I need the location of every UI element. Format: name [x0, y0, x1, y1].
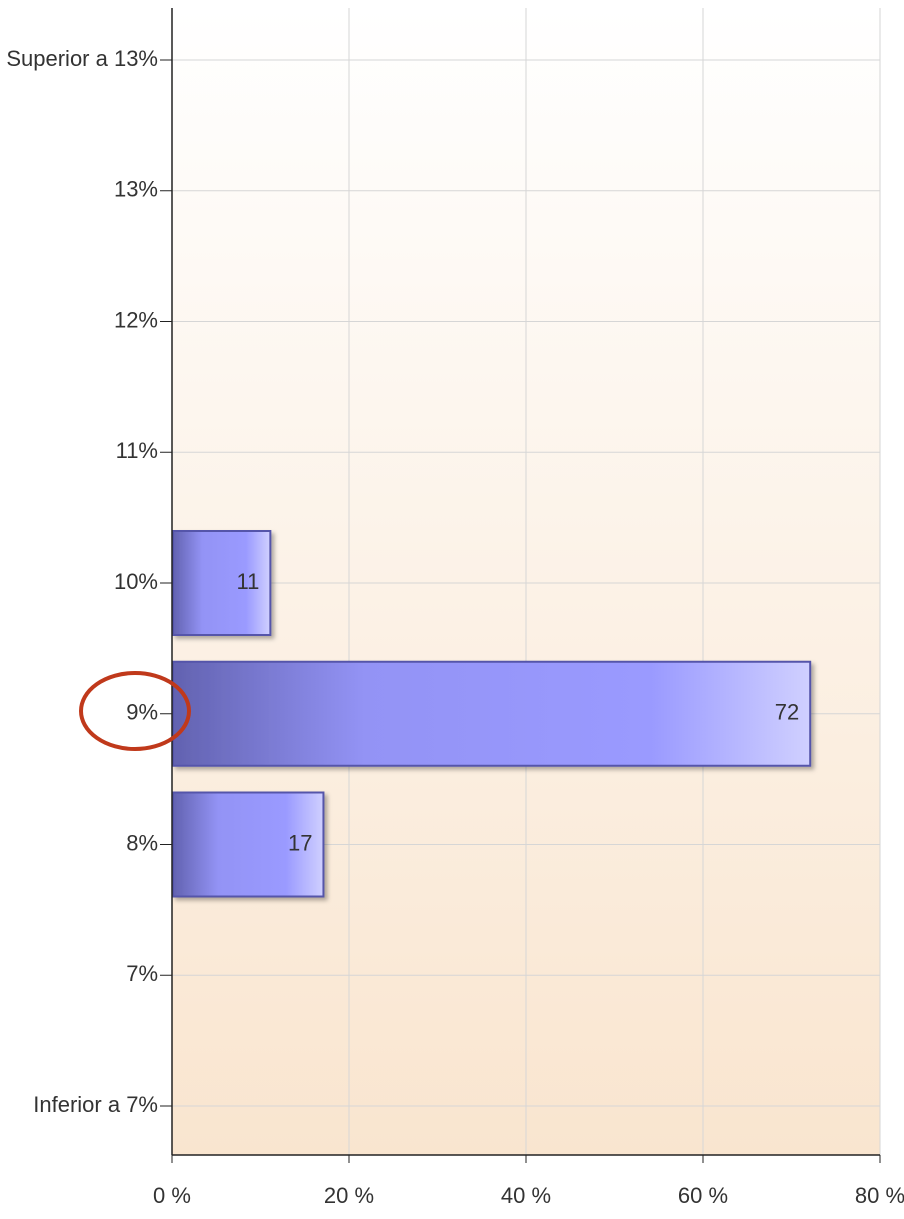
data-label: 72	[775, 700, 799, 725]
x-tick-label: 40 %	[501, 1183, 551, 1208]
y-tick-label: 13%	[114, 177, 158, 202]
bar	[172, 791, 325, 898]
data-label: 17	[288, 830, 312, 855]
data-label: 11	[237, 569, 260, 594]
bar	[172, 530, 272, 636]
x-tick-label: 20 %	[324, 1183, 374, 1208]
bar	[172, 660, 812, 767]
y-tick-label: 9%	[126, 700, 158, 725]
y-tick-label: 10%	[114, 569, 158, 594]
y-tick-label: 8%	[126, 830, 158, 855]
x-tick-label: 80 %	[855, 1183, 904, 1208]
highlight-circle	[79, 671, 191, 751]
x-tick-label: 60 %	[678, 1183, 728, 1208]
x-tick-label: 0 %	[153, 1183, 191, 1208]
y-tick-label: Superior a 13%	[6, 46, 158, 71]
y-tick-label: 11%	[116, 438, 158, 463]
y-tick-label: 7%	[126, 961, 158, 986]
y-tick-label: Inferior a 7%	[33, 1092, 158, 1117]
y-tick-label: 12%	[114, 307, 158, 332]
